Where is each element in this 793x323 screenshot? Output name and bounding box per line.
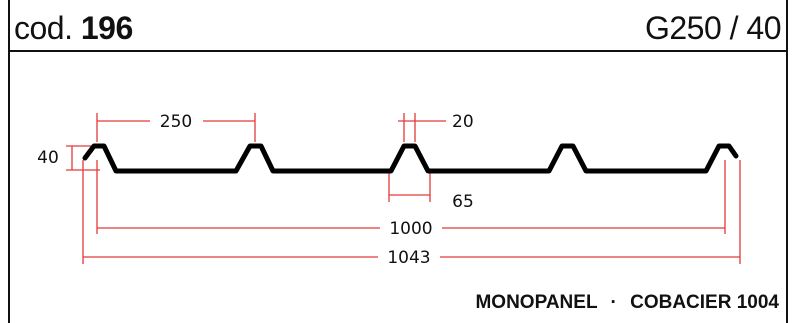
base-label: 65	[452, 192, 474, 212]
code-prefix: cod.	[14, 10, 73, 46]
pitch-label: 250	[160, 112, 192, 132]
dimension-lines	[66, 113, 741, 264]
total-width-label: 1043	[387, 248, 430, 268]
sheet-profile	[82, 143, 739, 174]
crest-label: 20	[452, 112, 474, 132]
brand-separator: ·	[610, 292, 617, 313]
brand-left: MONOPANEL	[475, 292, 598, 313]
header-rule	[8, 50, 788, 52]
height-label: 40	[37, 148, 59, 168]
brand-right: COBACIER 1004	[630, 292, 779, 313]
cover-width-label: 1000	[389, 219, 432, 239]
model-name: G250 / 40	[644, 10, 782, 46]
drawing-frame	[8, 0, 788, 323]
product-code: cod. 196	[14, 10, 133, 47]
code-number: 196	[80, 10, 133, 46]
footer-brand: MONOPANEL · COBACIER 1004	[475, 292, 779, 314]
